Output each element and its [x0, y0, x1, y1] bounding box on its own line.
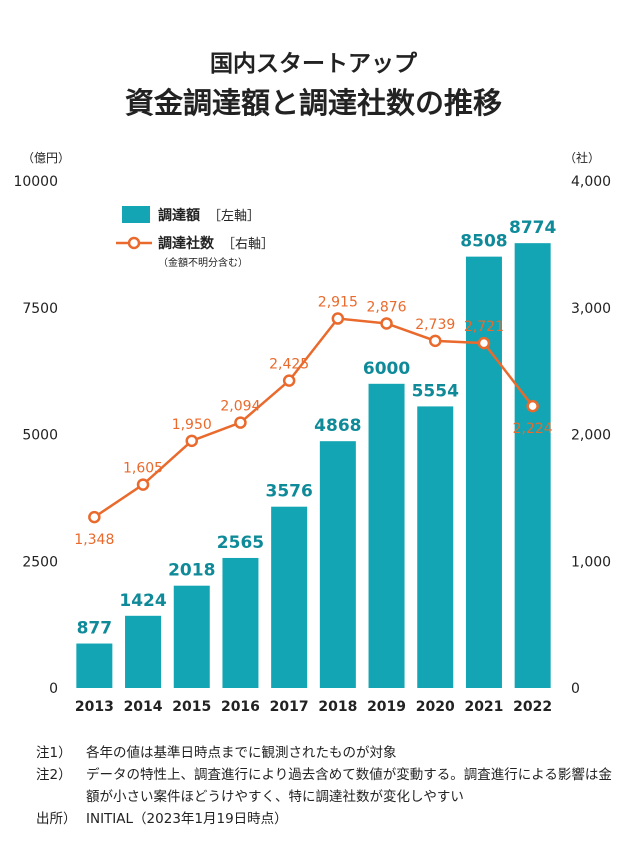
left-axis-ticks: 0 2500 5000 7500 10000 [13, 174, 58, 697]
footnotes: 注1） 各年の値は基準日時点までに観測されたものが対象 注2） データの特性上、… [36, 742, 616, 830]
combo-chart: （億円） （社） 0 2500 5000 7500 10000 0 1,000 2,000 3… [13, 150, 611, 715]
bar-2021 [465, 256, 502, 688]
right-tick-label: 1,000 [571, 554, 611, 570]
x-axis-labels: 2013 2014 2015 2016 2017 2018 2019 2020 2021 2022 [75, 699, 552, 715]
legend-bar-swatch [122, 206, 150, 223]
bar-2013 [76, 643, 113, 688]
legend-line-note: （金額不明分含む） [158, 256, 248, 269]
source-note: 出所） INITIAL（2023年1月19日時点） [36, 808, 616, 830]
line-point-2016 [234, 416, 247, 429]
line-path [93, 317, 534, 519]
line-point-2020 [429, 334, 442, 348]
line-value-label: 1,605 [123, 461, 163, 477]
line-value-label: 1,950 [172, 417, 212, 433]
bar-value-label: 877 [77, 619, 113, 639]
x-tick-label: 2015 [172, 699, 211, 715]
x-tick-label: 2017 [270, 699, 309, 715]
legend-line-axis: ［右軸］ [222, 237, 274, 252]
line-value-label: 1,348 [74, 532, 114, 548]
bar-value-label: 6000 [363, 359, 410, 379]
x-tick-label: 2013 [75, 699, 114, 715]
x-tick-label: 2021 [464, 699, 503, 715]
note-1-text: 各年の値は基準日時点までに観測されたものが対象 [86, 745, 397, 761]
line-point-2018 [331, 312, 345, 325]
bar-2017 [271, 506, 308, 688]
bar-value-label: 8774 [509, 218, 556, 238]
legend-bar-label: 調達額 [158, 207, 200, 224]
x-tick-label: 2016 [221, 699, 260, 715]
legend-line-label: 調達社数 [158, 235, 215, 252]
x-tick-label: 2014 [124, 699, 163, 715]
left-axis-unit: （億円） [22, 151, 70, 165]
x-tick-label: 2018 [318, 699, 357, 715]
note-2-text: データの特性上、調査進行により過去含めて数値が変動する。調査進行による影響は金額… [86, 767, 612, 805]
left-tick-label: 2500 [22, 554, 58, 570]
chart-title-line1: 国内スタートアップ [210, 51, 417, 77]
bar-value-label: 8508 [460, 232, 507, 252]
bar-2020 [417, 406, 454, 688]
line-point-2015 [185, 434, 198, 448]
bar-2014 [125, 615, 162, 688]
bar-2022 [514, 243, 551, 688]
legend-bar-axis: ［左軸］ [208, 209, 260, 224]
x-tick-label: 2019 [367, 699, 406, 715]
bar-value-label: 2018 [168, 561, 215, 581]
bar-2018 [319, 441, 356, 688]
line-point-2013 [88, 510, 101, 524]
line-value-label: 2,739 [415, 317, 455, 333]
right-tick-label: 3,000 [571, 301, 611, 317]
note-2: 注2） データの特性上、調査進行により過去含めて数値が変動する。調査進行による影… [36, 764, 616, 808]
right-axis-unit: （社） [564, 150, 600, 165]
line-value-label: 2,915 [318, 295, 358, 311]
source-text: INITIAL（2023年1月19日時点） [86, 811, 288, 827]
right-tick-label: 4,000 [571, 174, 611, 190]
line-value-labels: 1,348 1,605 1,950 2,094 2,425 2,915 2,876 2,739… [74, 295, 552, 549]
bar-2019 [368, 383, 405, 688]
line-value-label: 2,425 [269, 357, 309, 373]
line-series [88, 312, 539, 524]
note-1-key: 注1） [36, 745, 72, 761]
left-tick-label: 7500 [22, 301, 58, 317]
line-point-2014 [136, 478, 150, 491]
bar-value-label: 5554 [412, 381, 459, 401]
bar-value-label: 2565 [217, 533, 264, 553]
left-tick-label: 0 [49, 681, 58, 697]
right-axis-ticks: 0 1,000 2,000 3,000 4,000 [571, 174, 611, 697]
legend-line-marker [127, 236, 141, 250]
line-value-label: 2,224 [513, 421, 553, 437]
x-tick-label: 2022 [513, 699, 552, 715]
chart-title-line2: 資金調達額と調達社数の推移 [124, 86, 502, 120]
bar-value-label: 4868 [314, 416, 361, 436]
right-tick-label: 0 [571, 681, 580, 697]
bar-series [76, 243, 551, 688]
bar-2015 [173, 585, 210, 688]
bar-value-label: 3576 [265, 482, 312, 502]
line-value-label: 2,876 [367, 299, 407, 315]
note-2-key: 注2） [36, 767, 72, 783]
x-tick-label: 2020 [416, 699, 455, 715]
left-tick-label: 5000 [22, 428, 58, 444]
line-value-label: 2,094 [220, 399, 260, 415]
right-tick-label: 2,000 [571, 428, 611, 444]
legend: 調達額 ［左軸］ 調達社数 ［右軸］ （金額不明分含む） [116, 206, 274, 269]
line-value-label: 2,721 [464, 319, 504, 335]
line-point-2019 [380, 317, 393, 330]
line-point-2017 [282, 374, 296, 387]
bar-2016 [222, 557, 259, 688]
source-key: 出所） [36, 811, 77, 827]
line-point-2021 [477, 336, 491, 350]
line-point-2022 [526, 399, 539, 413]
left-tick-label: 10000 [13, 174, 58, 190]
note-1: 注1） 各年の値は基準日時点までに観測されたものが対象 [36, 742, 616, 764]
bar-value-label: 1424 [119, 591, 166, 611]
